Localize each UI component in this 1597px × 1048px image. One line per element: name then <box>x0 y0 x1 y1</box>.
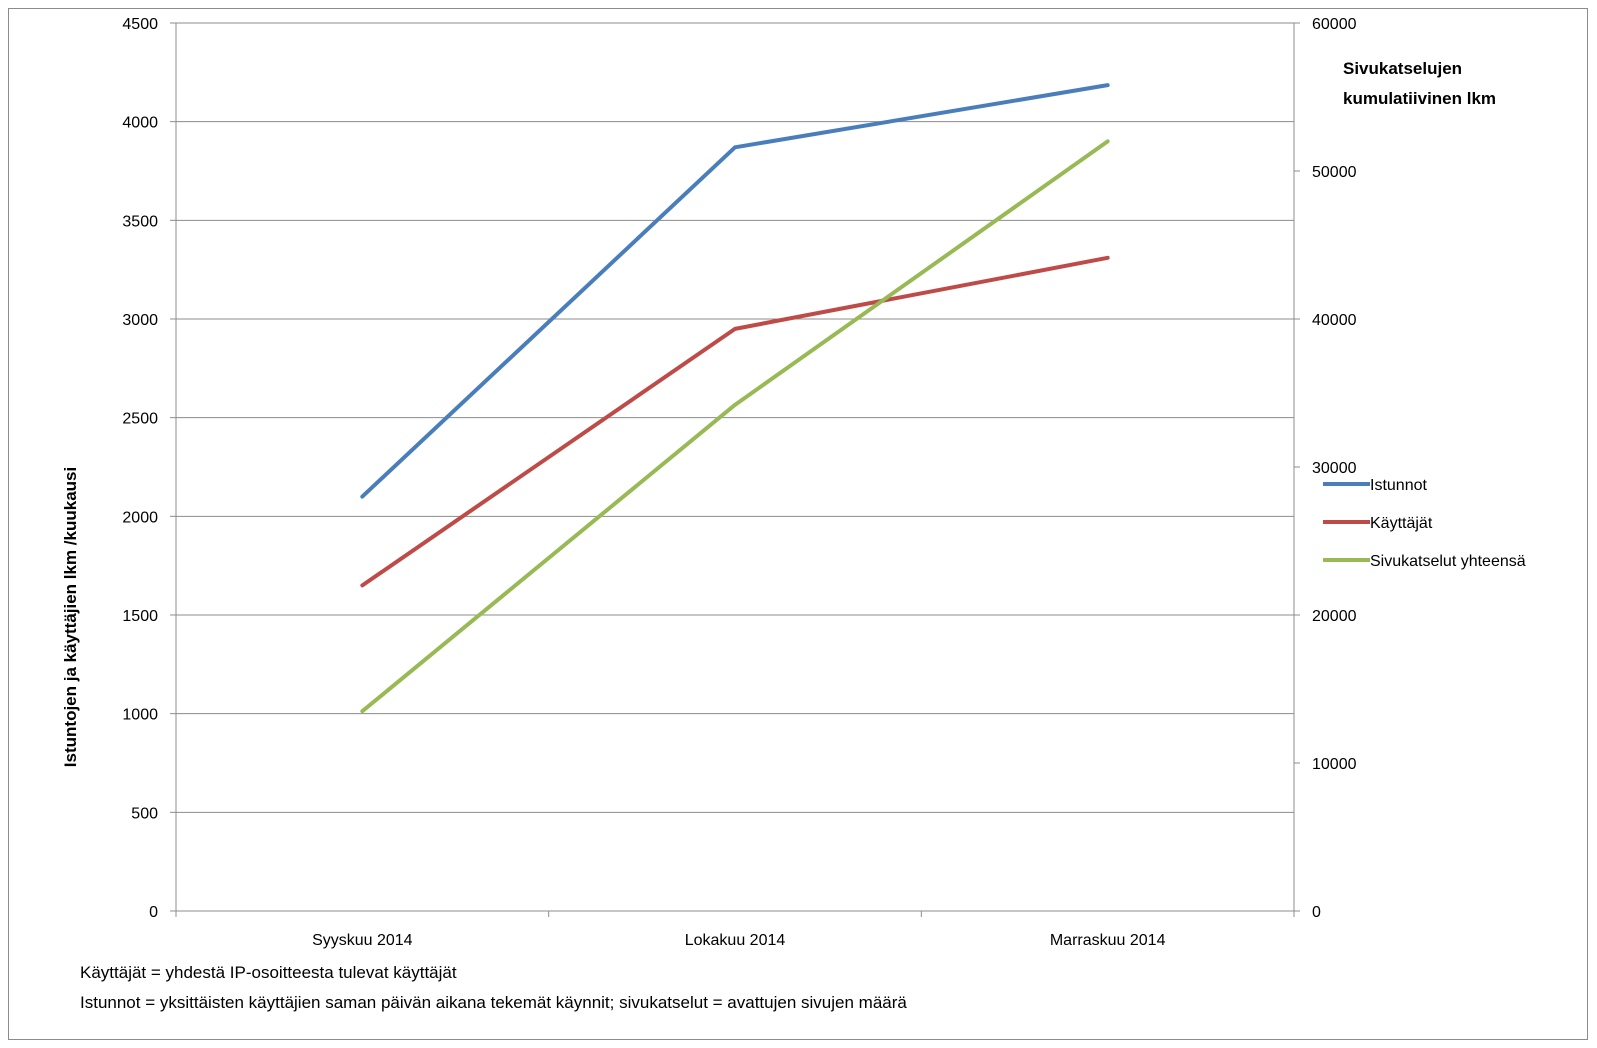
right-tick-label-50000: 50000 <box>1312 164 1357 181</box>
y2-axis-title-line-2: kumulatiivinen lkm <box>1343 89 1496 108</box>
series-line-2 <box>360 139 1110 714</box>
category-label-2: Marraskuu 2014 <box>1050 932 1166 949</box>
left-tick-label-3000: 3000 <box>122 312 158 329</box>
category-label-0: Syyskuu 2014 <box>312 932 413 949</box>
legend-label-2: Sivukatselut yhteensä <box>1370 553 1526 570</box>
note-istunnot: Istunnot = yksittäisten käyttäjien saman… <box>80 993 907 1012</box>
note-kayttajat: Käyttäjät = yhdestä IP-osoitteesta tulev… <box>80 963 457 982</box>
y-axis-title: Istuntojen ja käyttäjien lkm /kuukausi <box>61 467 80 767</box>
left-tick-label-2500: 2500 <box>122 411 158 428</box>
legend: Istunnot Käyttäjät Sivukatselut yhteensä <box>1323 477 1526 570</box>
right-tick-label-30000: 30000 <box>1312 460 1357 477</box>
category-label-1: Lokakuu 2014 <box>685 932 786 949</box>
right-tick-label-10000: 10000 <box>1312 756 1357 773</box>
chart-frame <box>8 8 1588 1040</box>
left-tick-label-2000: 2000 <box>122 509 158 526</box>
left-axis-ticks: 0 500 1000 1500 2000 2500 3000 3500 4000 4500 <box>122 16 176 921</box>
gridlines <box>176 22 1294 813</box>
right-tick-label-0: 0 <box>1312 904 1321 921</box>
series-line-0 <box>360 83 1110 499</box>
y2-axis-title-line-1: Sivukatselujen <box>1343 59 1462 78</box>
left-tick-label-0: 0 <box>149 904 158 921</box>
left-tick-label-4500: 4500 <box>122 16 158 33</box>
right-axis-ticks: 0 10000 20000 30000 40000 50000 60000 <box>1294 16 1357 921</box>
series-lines <box>360 83 1110 714</box>
series-line-1 <box>360 255 1110 588</box>
right-tick-label-40000: 40000 <box>1312 312 1357 329</box>
left-tick-label-3500: 3500 <box>122 213 158 230</box>
left-tick-label-500: 500 <box>131 805 158 822</box>
legend-label-0: Istunnot <box>1370 477 1427 494</box>
right-tick-label-20000: 20000 <box>1312 608 1357 625</box>
right-tick-label-60000: 60000 <box>1312 16 1357 33</box>
legend-label-1: Käyttäjät <box>1370 515 1433 532</box>
left-tick-label-1500: 1500 <box>122 608 158 625</box>
left-tick-label-1000: 1000 <box>122 707 158 724</box>
left-tick-label-4000: 4000 <box>122 115 158 132</box>
axes <box>175 23 1295 917</box>
category-labels: Syyskuu 2014 Lokakuu 2014 Marraskuu 2014 <box>312 932 1165 949</box>
